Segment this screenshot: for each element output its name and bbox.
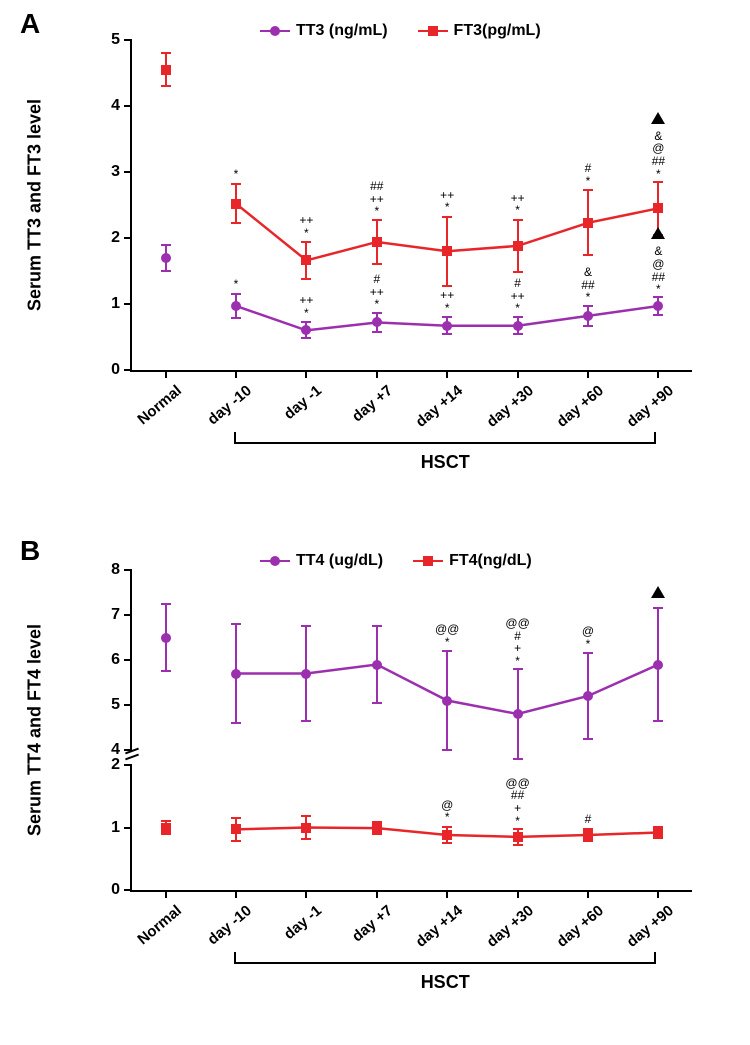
legend-item: TT4 (ug/dL) bbox=[260, 552, 383, 570]
panel-a-label: A bbox=[20, 8, 40, 40]
panel-b-ylabel: Serum TT4 and FT4 level bbox=[25, 624, 46, 836]
legend-item: TT3 (ng/mL) bbox=[260, 22, 388, 40]
panel-a-ylabel: Serum TT3 and FT3 level bbox=[25, 99, 46, 311]
figure: A 012345Normalday -10day -1day +7day +14… bbox=[0, 0, 750, 1045]
legend-item: FT4(ng/dL) bbox=[413, 552, 532, 570]
panel-b-legend: TT4 (ug/dL) FT4(ng/dL) bbox=[260, 552, 532, 570]
panel-b-label: B bbox=[20, 535, 40, 567]
panel-a-plot: 012345Normalday -10day -1day +7day +14da… bbox=[130, 40, 692, 372]
panel-b-plot: 45678012Normalday -10day -1day +7day +14… bbox=[130, 570, 692, 892]
legend-item: FT3(pg/mL) bbox=[418, 22, 541, 40]
panel-a-legend: TT3 (ng/mL) FT3(pg/mL) bbox=[260, 22, 541, 40]
